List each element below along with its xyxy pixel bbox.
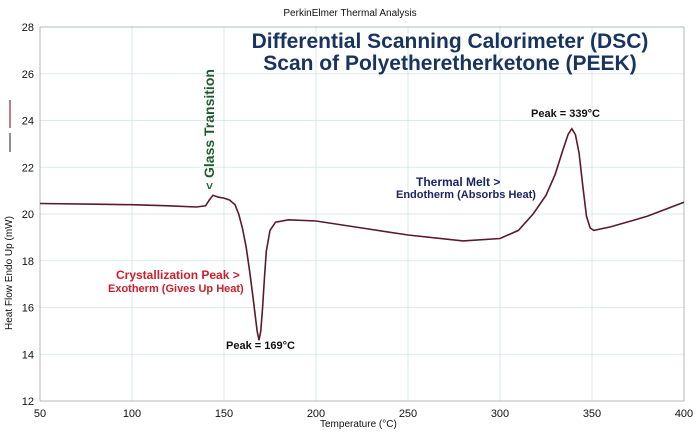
tick-labels: 50 100 150 200 250 300 350 400 12 14 16 18 20 22 24 26 2… bbox=[22, 22, 693, 420]
x-tick-label: 50 bbox=[34, 408, 46, 420]
x-axis-label: Temperature (°C) bbox=[320, 419, 397, 430]
glass-transition-arrow: < bbox=[202, 182, 217, 190]
grid bbox=[39, 26, 685, 402]
y-tick-label: 26 bbox=[22, 69, 34, 81]
y-axis-label: Heat Flow Endo Up (mW) bbox=[4, 216, 15, 330]
dsc-curve bbox=[39, 127, 685, 341]
x-tick-label: 150 bbox=[215, 408, 233, 420]
glass-transition-label: Glass Transition bbox=[201, 69, 217, 178]
y-tick-label: 16 bbox=[22, 303, 34, 315]
x-tick-label: 200 bbox=[307, 408, 325, 420]
crystallization-label: Crystallization Peak > bbox=[116, 268, 240, 282]
chart-title-line1: Differential Scanning Calorimeter (DSC) bbox=[251, 30, 649, 53]
x-tick-label: 250 bbox=[399, 408, 417, 420]
x-tick-label: 350 bbox=[583, 408, 601, 420]
x-tick-label: 300 bbox=[491, 408, 509, 420]
y-tick-label: 18 bbox=[22, 256, 34, 268]
exotherm-label: Exotherm (Gives Up Heat) bbox=[108, 283, 244, 295]
thermal-melt-label: Thermal Melt > bbox=[416, 175, 501, 189]
chart-title-line2: Scan of Polyetheretherketone (PEEK) bbox=[263, 52, 637, 75]
peak-339-label: Peak = 339°C bbox=[531, 108, 600, 120]
plot-frame bbox=[39, 26, 685, 402]
peak-169-label: Peak = 169°C bbox=[226, 340, 295, 352]
header-text: PerkinElmer Thermal Analysis bbox=[283, 8, 417, 19]
y-tick-label: 22 bbox=[22, 162, 34, 174]
y-tick-label: 28 bbox=[22, 22, 34, 34]
y-tick-label: 24 bbox=[22, 116, 34, 128]
y-tick-label: 14 bbox=[22, 349, 34, 361]
y-tick-label: 20 bbox=[22, 209, 34, 221]
x-tick-label: 400 bbox=[675, 408, 693, 420]
x-tick-label: 100 bbox=[123, 408, 141, 420]
endotherm-label: Endotherm (Absorbs Heat) bbox=[396, 189, 536, 201]
y-tick-label: 12 bbox=[22, 396, 34, 408]
